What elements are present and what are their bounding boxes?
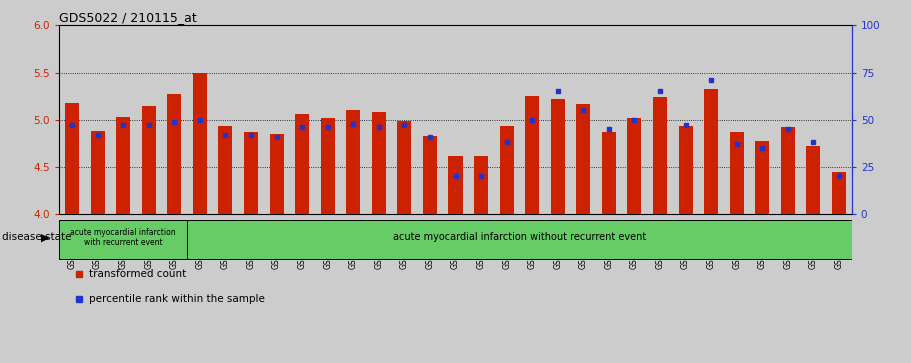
Bar xyxy=(290,25,315,214)
Bar xyxy=(679,126,692,214)
Bar xyxy=(193,73,207,214)
Bar xyxy=(110,25,136,214)
Bar xyxy=(468,25,494,214)
Bar xyxy=(366,25,392,214)
Bar xyxy=(116,117,130,214)
Bar xyxy=(346,110,360,214)
Bar xyxy=(775,25,801,214)
Bar xyxy=(699,25,724,214)
Bar xyxy=(372,112,386,214)
Text: disease state: disease state xyxy=(2,232,71,242)
Bar xyxy=(59,220,187,259)
Bar xyxy=(621,25,647,214)
Bar xyxy=(653,97,667,214)
Bar xyxy=(423,136,437,214)
Bar xyxy=(577,104,590,214)
Bar xyxy=(755,142,769,214)
Bar xyxy=(519,25,545,214)
Bar xyxy=(704,89,718,214)
Bar xyxy=(187,220,852,259)
Bar xyxy=(602,132,616,214)
Bar xyxy=(448,156,463,214)
Bar xyxy=(270,134,283,214)
Bar xyxy=(750,25,775,214)
Bar xyxy=(545,25,570,214)
Bar xyxy=(730,132,743,214)
Text: percentile rank within the sample: percentile rank within the sample xyxy=(89,294,265,305)
Bar xyxy=(65,103,79,214)
Text: acute myocardial infarction
with recurrent event: acute myocardial infarction with recurre… xyxy=(70,228,176,247)
Text: GDS5022 / 210115_at: GDS5022 / 210115_at xyxy=(59,11,197,24)
Bar xyxy=(187,25,212,214)
Bar xyxy=(596,25,621,214)
Bar xyxy=(673,25,699,214)
Bar xyxy=(647,25,673,214)
Bar xyxy=(142,106,156,214)
Bar xyxy=(219,126,232,214)
Bar xyxy=(321,118,334,214)
Bar xyxy=(801,25,826,214)
Text: transformed count: transformed count xyxy=(89,269,187,279)
Bar xyxy=(168,94,181,214)
Bar xyxy=(443,25,468,214)
Bar xyxy=(551,99,565,214)
Bar xyxy=(525,96,539,214)
Bar xyxy=(85,25,110,214)
Bar xyxy=(90,131,105,214)
Text: ▶: ▶ xyxy=(41,232,50,242)
Bar xyxy=(295,114,309,214)
Bar xyxy=(474,156,488,214)
Bar xyxy=(832,172,846,214)
Bar xyxy=(238,25,264,214)
Bar xyxy=(136,25,161,214)
Text: acute myocardial infarction without recurrent event: acute myocardial infarction without recu… xyxy=(393,232,646,242)
Bar xyxy=(59,25,85,214)
Bar xyxy=(212,25,238,214)
Bar xyxy=(397,121,412,214)
Bar xyxy=(341,25,366,214)
Bar xyxy=(264,25,290,214)
Bar xyxy=(806,146,821,214)
Bar xyxy=(392,25,417,214)
Bar xyxy=(417,25,443,214)
Bar xyxy=(826,25,852,214)
Bar xyxy=(499,126,514,214)
Bar xyxy=(494,25,519,214)
Bar xyxy=(161,25,187,214)
Bar xyxy=(244,132,258,214)
Bar xyxy=(570,25,596,214)
Bar xyxy=(628,118,641,214)
Bar xyxy=(724,25,750,214)
Bar xyxy=(781,127,795,214)
Bar xyxy=(315,25,341,214)
